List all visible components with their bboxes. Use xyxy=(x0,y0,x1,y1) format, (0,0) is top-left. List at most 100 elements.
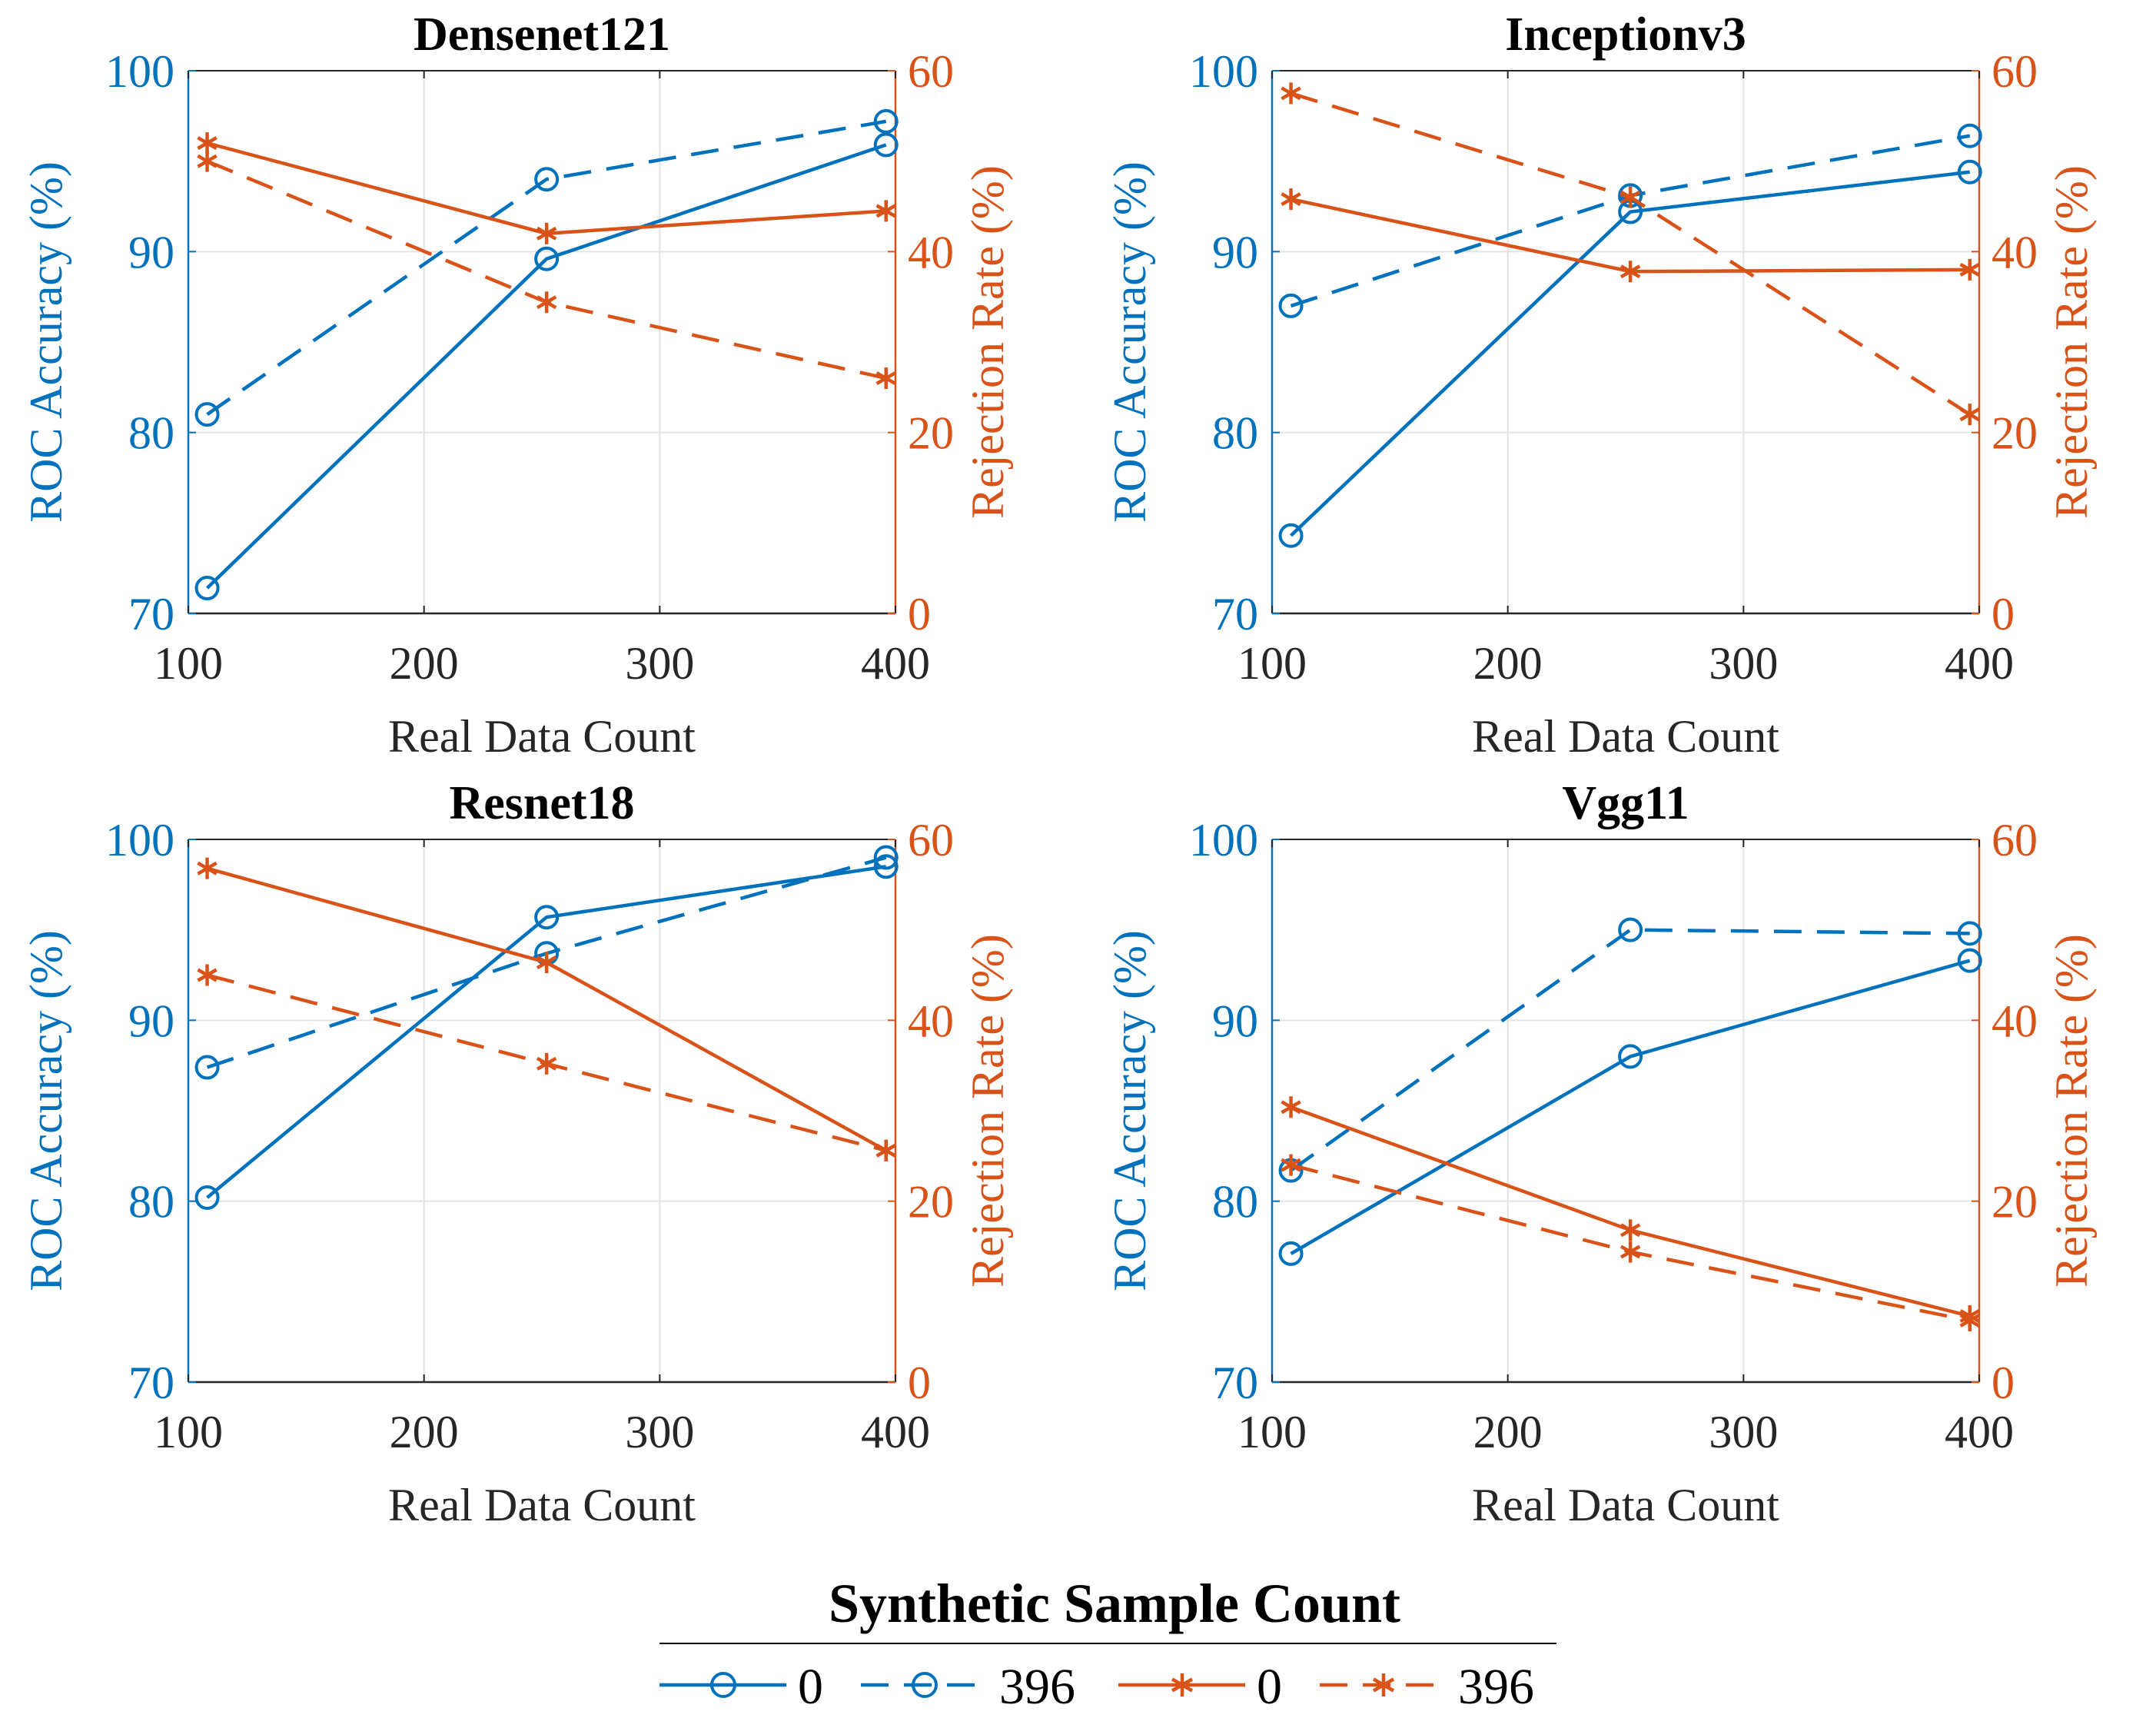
y-left-axis-label: ROC Accuracy (%) xyxy=(21,930,71,1291)
data-point-right-dashed xyxy=(1959,404,1980,426)
legend: Synthetic Sample Count 0 396 0 396 xyxy=(659,1573,1556,1715)
y-left-tick-label: 100 xyxy=(1189,815,1258,866)
data-point-right-dashed xyxy=(875,1139,896,1161)
legend-marker xyxy=(1171,1673,1194,1696)
data-point-right-solid xyxy=(536,952,557,974)
y-right-axis-label: Rejection Rate (%) xyxy=(962,934,1013,1288)
x-tick-label: 400 xyxy=(1945,1407,2014,1457)
legend-title: Synthetic Sample Count xyxy=(829,1573,1400,1634)
series-line-left-0-solid xyxy=(206,865,887,1199)
data-point-left-dashed xyxy=(1618,917,1643,942)
legend-entry: 396 xyxy=(861,1659,1075,1715)
data-point-right-solid xyxy=(1959,258,1980,281)
x-axis-label: Real Data Count xyxy=(1472,1480,1779,1530)
y-right-tick-label: 0 xyxy=(1992,1357,2015,1408)
y-right-axis-label: Rejection Rate (%) xyxy=(2046,934,2097,1288)
data-point-left-solid xyxy=(194,1185,220,1210)
data-point-right-dashed xyxy=(1281,1154,1301,1176)
data-point-right-solid xyxy=(197,132,218,155)
y-right-axis-label: Rejection Rate (%) xyxy=(2046,165,2097,519)
data-point-left-solid xyxy=(194,576,220,601)
data-point-right-dashed xyxy=(197,150,218,172)
y-left-tick-label: 80 xyxy=(1212,408,1258,459)
y-left-tick-label: 90 xyxy=(128,995,174,1046)
data-point-right-solid xyxy=(197,857,218,879)
legend-entry: 0 xyxy=(1118,1659,1282,1715)
y-right-tick-label: 20 xyxy=(1992,1177,2038,1228)
data-point-right-dashed xyxy=(1619,1241,1641,1263)
x-tick-label: 200 xyxy=(1473,1407,1543,1457)
data-point-right-solid xyxy=(1619,261,1641,283)
y-right-tick-label: 40 xyxy=(1992,995,2038,1046)
y-right-tick-label: 0 xyxy=(908,589,931,640)
series-line-left-396-dashed xyxy=(1290,928,1970,1172)
x-axis-label: Real Data Count xyxy=(388,1480,696,1530)
y-right-tick-label: 60 xyxy=(1992,46,2038,97)
y-left-tick-label: 100 xyxy=(1189,46,1258,97)
data-point-left-solid xyxy=(534,905,560,930)
y-left-axis-label: ROC Accuracy (%) xyxy=(1105,930,1155,1291)
y-right-tick-label: 0 xyxy=(908,1357,931,1408)
data-point-right-dashed xyxy=(1619,186,1641,208)
x-tick-label: 300 xyxy=(1709,1407,1778,1457)
data-point-right-solid xyxy=(875,200,896,222)
chart-panel-resnet18: 100 200 300 400 70 80 90 100 0 20 40 60 Real Data Co… xyxy=(21,777,1013,1530)
data-point-left-solid xyxy=(1278,1241,1304,1266)
data-point-left-dashed xyxy=(1957,921,1982,946)
series-line-right-0-solid xyxy=(206,866,887,1152)
data-point-right-dashed xyxy=(536,1052,557,1075)
chart-title: Inceptionv3 xyxy=(1505,8,1746,61)
chart-title: Resnet18 xyxy=(449,777,634,829)
x-tick-label: 200 xyxy=(390,638,459,689)
y-left-tick-label: 70 xyxy=(128,1357,174,1408)
y-right-tick-label: 0 xyxy=(1992,589,2015,640)
data-point-right-dashed xyxy=(875,367,896,390)
x-tick-label: 100 xyxy=(1237,1407,1307,1457)
x-tick-label: 200 xyxy=(1473,638,1543,689)
x-tick-label: 400 xyxy=(1945,638,2014,689)
y-left-tick-label: 80 xyxy=(1212,1177,1258,1228)
data-point-left-dashed xyxy=(873,845,899,870)
y-left-tick-label: 80 xyxy=(128,1177,174,1228)
y-right-tick-label: 40 xyxy=(908,227,954,277)
legend-marker xyxy=(710,1672,736,1698)
y-left-axis-label: ROC Accuracy (%) xyxy=(1105,161,1155,523)
chart-panel-densenet121: 100 200 300 400 70 80 90 100 0 20 40 60 Real Data Co… xyxy=(21,8,1013,762)
chart-title: Densenet121 xyxy=(414,8,670,61)
legend-marker xyxy=(1372,1673,1395,1696)
chart-panel-vgg11: 100 200 300 400 70 80 90 100 0 20 40 60 Real Data Co… xyxy=(1105,777,2097,1530)
y-right-tick-label: 60 xyxy=(908,46,954,97)
series-line-left-0-solid xyxy=(1290,959,1971,1255)
data-point-right-dashed xyxy=(197,964,218,986)
data-point-right-solid xyxy=(536,222,557,244)
series-line-left-396-dashed xyxy=(206,119,887,416)
data-point-right-solid xyxy=(1619,1219,1641,1241)
chart-title: Vgg11 xyxy=(1562,777,1689,829)
x-tick-label: 200 xyxy=(390,1407,459,1457)
data-point-right-solid xyxy=(1281,188,1301,211)
y-left-tick-label: 100 xyxy=(105,46,174,97)
x-tick-label: 300 xyxy=(1709,638,1778,689)
x-tick-label: 300 xyxy=(625,638,694,689)
legend-label: 0 xyxy=(1257,1659,1282,1715)
series-line-right-0-solid xyxy=(1291,197,1970,274)
chart-panel-inceptionv3: 100 200 300 400 70 80 90 100 0 20 40 60 Real Data Co… xyxy=(1105,8,2097,762)
x-axis-label: Real Data Count xyxy=(1472,711,1779,762)
y-left-tick-label: 100 xyxy=(105,815,174,866)
data-point-left-dashed xyxy=(534,167,560,192)
y-right-tick-label: 40 xyxy=(1992,227,2038,277)
legend-label: 396 xyxy=(1458,1659,1534,1715)
legend-entry: 396 xyxy=(1320,1659,1534,1715)
x-tick-label: 100 xyxy=(1237,638,1307,689)
y-right-tick-label: 20 xyxy=(1992,408,2038,459)
y-left-tick-label: 70 xyxy=(1212,1357,1258,1408)
x-tick-label: 300 xyxy=(625,1407,694,1457)
y-left-axis-label: ROC Accuracy (%) xyxy=(21,161,71,523)
y-right-tick-label: 60 xyxy=(908,815,954,866)
legend-entry: 0 xyxy=(659,1659,823,1715)
data-point-left-dashed xyxy=(194,1055,220,1080)
data-point-left-dashed xyxy=(1957,123,1982,148)
data-point-right-dashed xyxy=(536,291,557,314)
data-point-left-solid xyxy=(1618,1044,1643,1069)
y-left-tick-label: 90 xyxy=(128,227,174,277)
